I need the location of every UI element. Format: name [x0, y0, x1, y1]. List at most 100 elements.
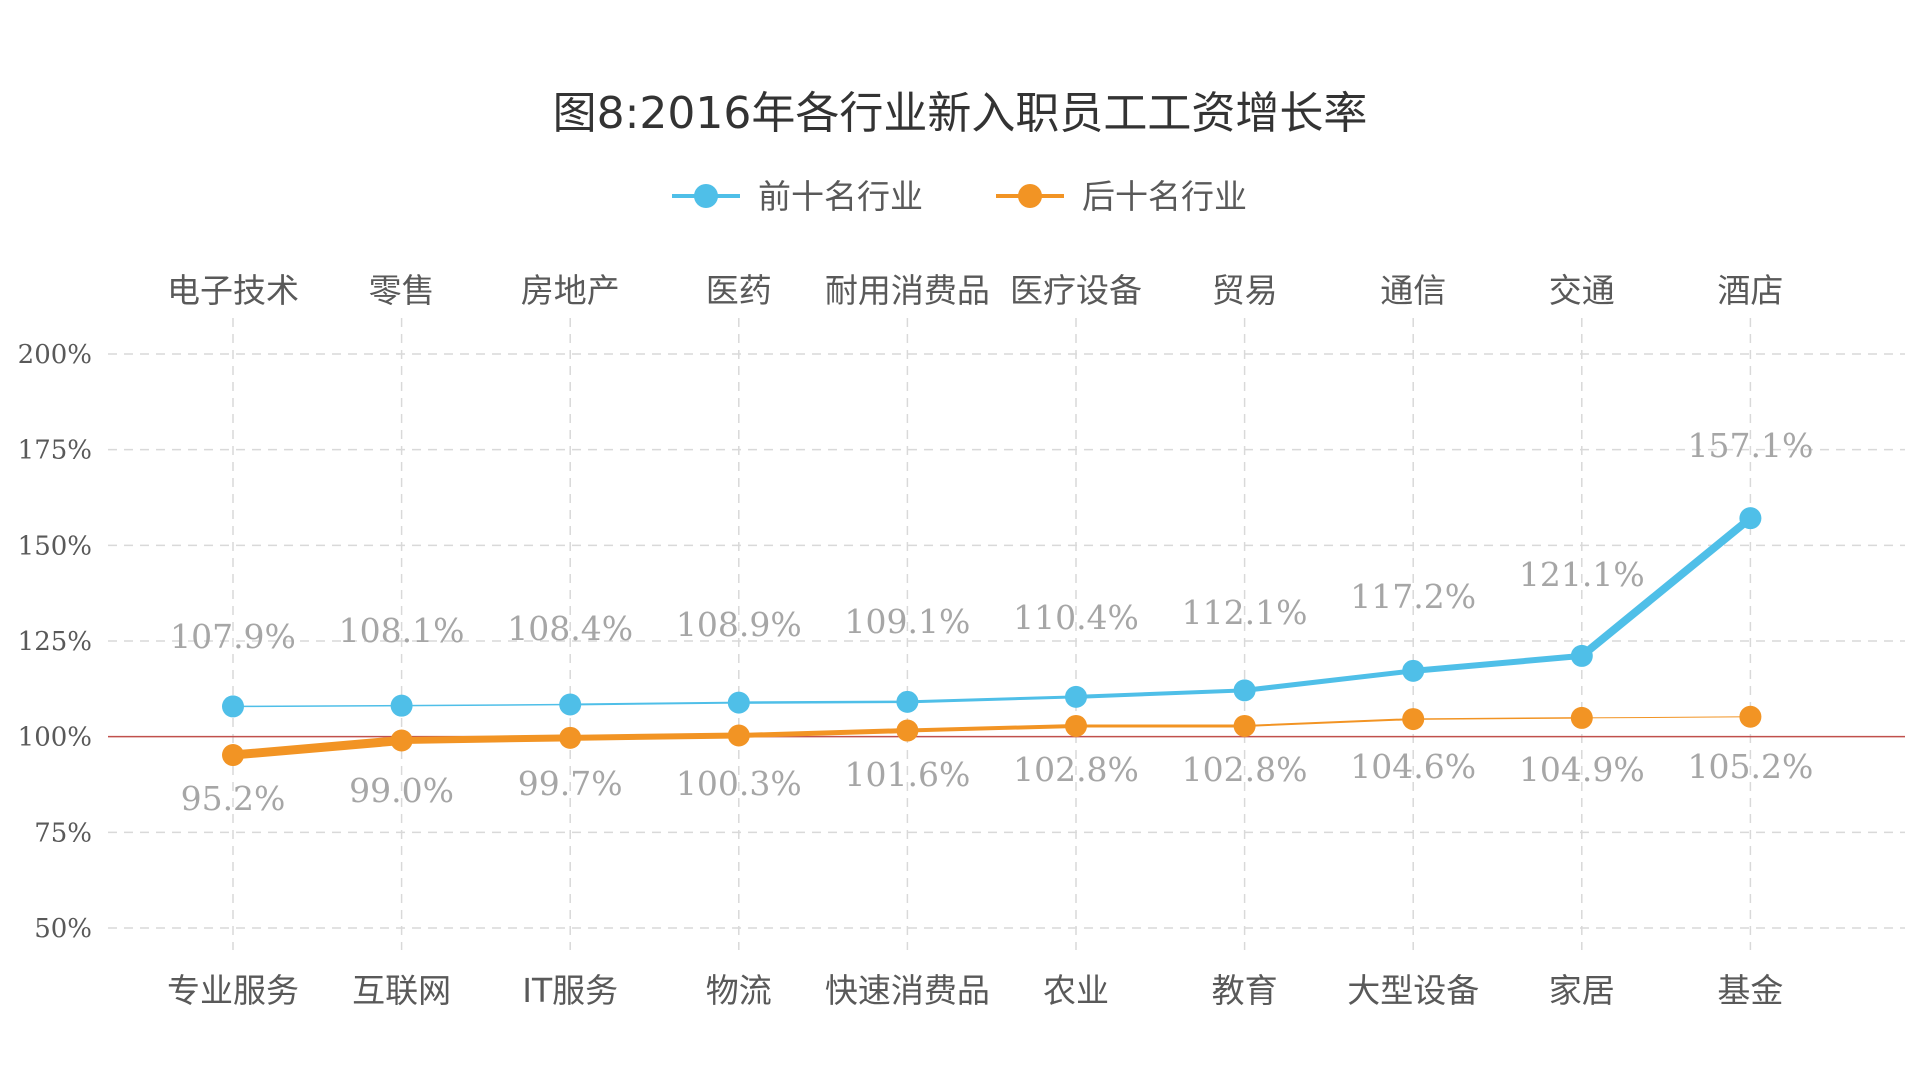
- x-top-category-label: 房地产: [521, 271, 620, 310]
- data-point: [1739, 705, 1762, 728]
- series-line-segment: [232, 704, 403, 708]
- series-top10: [222, 507, 1762, 718]
- data-labels: 107.9% 108.1% 108.4% 108.9% 109.1% 110.4% 112.…: [170, 426, 1813, 818]
- legend-item-bottom10[interactable]: 后十名行业: [996, 177, 1247, 216]
- data-point: [1570, 706, 1593, 729]
- data-point: [1402, 708, 1425, 731]
- data-label-bottom10: 99.0%: [349, 771, 454, 810]
- data-label-bottom10: 104.9%: [1519, 750, 1645, 789]
- data-point: [390, 729, 413, 752]
- data-point: [559, 726, 582, 749]
- data-point: [1402, 659, 1425, 682]
- data-label-top10: 108.4%: [507, 609, 633, 648]
- series-bottom10: [222, 705, 1762, 767]
- y-tick-label: 50%: [34, 914, 92, 944]
- data-point: [727, 724, 750, 747]
- data-point: [1065, 685, 1087, 708]
- x-bottom-category-label: IT服务: [522, 971, 618, 1010]
- series-line-segment: [1243, 718, 1415, 727]
- series-line-segment: [228, 735, 407, 760]
- x-top-category-label: 电子技术: [167, 271, 299, 310]
- y-tick-label: 125%: [18, 627, 92, 657]
- data-label-bottom10: 100.3%: [676, 764, 802, 803]
- data-label-bottom10: 102.8%: [1013, 750, 1139, 789]
- series-group: [222, 507, 1762, 767]
- x-top-category-label: 通信: [1380, 271, 1446, 310]
- data-label-top10: 117.2%: [1350, 577, 1476, 616]
- data-label-top10: 121.1%: [1519, 555, 1645, 594]
- x-axis-bottom: 专业服务 互联网 IT服务 物流 快速消费品 农业 教育 大型设备 家居 基金: [167, 971, 1783, 1010]
- data-point: [1739, 507, 1762, 530]
- x-top-category-label: 交通: [1549, 271, 1615, 310]
- x-top-category-label: 贸易: [1212, 271, 1278, 310]
- data-label-top10: 110.4%: [1013, 598, 1139, 637]
- y-tick-label: 200%: [18, 340, 92, 370]
- series-line-segment: [1410, 652, 1585, 674]
- data-point: [896, 719, 919, 742]
- x-top-category-label: 医疗设备: [1010, 271, 1142, 310]
- legend-label-top10: 前十名行业: [758, 177, 923, 216]
- series-line-segment: [567, 732, 742, 741]
- series-line-segment: [736, 728, 910, 739]
- data-label-bottom10: 102.8%: [1182, 750, 1308, 789]
- data-label-top10: 157.1%: [1687, 426, 1813, 465]
- x-top-category-label: 酒店: [1717, 271, 1783, 310]
- series-line-segment: [1581, 716, 1751, 719]
- legend-label-bottom10: 后十名行业: [1082, 177, 1247, 216]
- data-label-top10: 108.1%: [339, 611, 465, 650]
- series-line-segment: [905, 723, 1078, 733]
- x-bottom-category-label: 大型设备: [1347, 971, 1479, 1010]
- series-line-segment: [398, 734, 574, 744]
- x-bottom-category-label: 教育: [1212, 971, 1278, 1010]
- data-label-top10: 112.1%: [1182, 593, 1308, 632]
- data-label-bottom10: 105.2%: [1687, 747, 1813, 786]
- data-label-top10: 107.9%: [170, 617, 296, 656]
- x-bottom-category-label: 专业服务: [167, 971, 299, 1010]
- x-bottom-category-label: 互联网: [352, 971, 451, 1010]
- x-bottom-category-label: 农业: [1043, 971, 1109, 1010]
- x-bottom-category-label: 基金: [1717, 971, 1783, 1010]
- series-line-segment: [400, 703, 571, 707]
- series-line-segment: [1577, 514, 1755, 660]
- data-label-bottom10: 95.2%: [181, 779, 286, 818]
- data-label-top10: 108.9%: [676, 605, 802, 644]
- series-line-segment: [737, 700, 909, 704]
- chart-title: 图8:2016年各行业新入职员工工资增长率: [553, 88, 1368, 139]
- data-label-bottom10: 104.6%: [1350, 747, 1476, 786]
- data-label-bottom10: 101.6%: [844, 755, 970, 794]
- y-tick-label: 75%: [34, 818, 92, 848]
- series-line-segment: [1412, 717, 1583, 720]
- data-label-top10: 109.1%: [844, 602, 970, 641]
- data-point: [1233, 679, 1256, 702]
- y-tick-label: 100%: [18, 723, 92, 753]
- data-point: [727, 691, 750, 714]
- data-label-bottom10: 99.7%: [518, 764, 623, 803]
- x-top-category-label: 医药: [706, 271, 772, 310]
- y-tick-label: 175%: [18, 436, 92, 466]
- series-line-segment: [569, 701, 740, 706]
- series-line-segment: [1242, 668, 1416, 693]
- legend-swatch-marker: [1018, 184, 1042, 208]
- data-point: [1570, 644, 1593, 667]
- data-point: [1065, 714, 1087, 737]
- x-bottom-category-label: 快速消费品: [825, 971, 990, 1010]
- x-axis-top: 电子技术 零售 房地产 医药 耐用消费品 医疗设备 贸易 通信 交通 酒店: [167, 271, 1783, 310]
- data-point: [222, 744, 244, 767]
- data-point: [896, 690, 919, 713]
- legend: 前十名行业 后十名行业: [672, 177, 1247, 216]
- x-top-category-label: 耐用消费品: [825, 271, 990, 310]
- data-point: [559, 693, 582, 716]
- y-tick-label: 150%: [18, 531, 92, 561]
- legend-item-top10[interactable]: 前十名行业: [672, 177, 923, 216]
- series-line-segment: [1074, 688, 1247, 699]
- data-point: [390, 694, 413, 717]
- x-top-category-label: 零售: [369, 271, 435, 310]
- data-point: [222, 695, 244, 718]
- y-axis: 50% 75% 100% 125% 150% 175% 200%: [18, 340, 92, 944]
- series-line-segment: [905, 695, 1078, 704]
- x-bottom-category-label: 物流: [706, 971, 772, 1010]
- legend-swatch-marker: [694, 184, 718, 208]
- x-bottom-category-label: 家居: [1549, 971, 1615, 1010]
